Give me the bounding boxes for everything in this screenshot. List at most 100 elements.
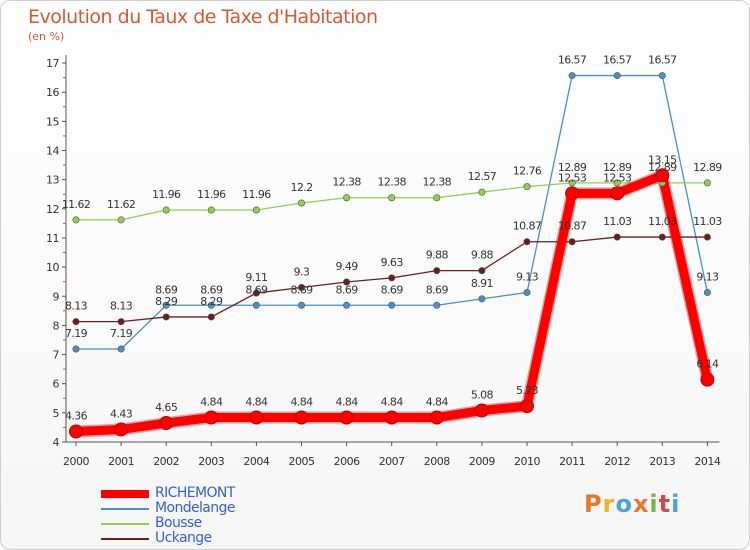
data-point	[565, 186, 580, 201]
data-label: 9.88	[471, 249, 494, 262]
data-point	[658, 72, 666, 80]
data-point	[114, 422, 129, 437]
data-point	[478, 267, 486, 275]
x-tick-label: 2000	[63, 455, 89, 468]
data-point	[297, 301, 305, 309]
data-point	[433, 194, 441, 202]
data-point	[72, 216, 80, 224]
x-tick-label: 2013	[649, 455, 675, 468]
data-label: 8.29	[155, 295, 178, 308]
data-label: 12.53	[558, 171, 587, 184]
data-label: 8.91	[471, 277, 493, 290]
y-tick-label: 15	[46, 115, 59, 128]
y-tick-label: 11	[46, 232, 59, 245]
data-label: 11.96	[197, 188, 226, 201]
logo-letter: i	[671, 490, 681, 518]
y-tick-label: 4	[53, 436, 60, 449]
data-label: 12.2	[290, 181, 312, 194]
data-label: 10.87	[513, 220, 542, 233]
data-label: 4.84	[245, 396, 268, 409]
chart-unit: (en %)	[28, 30, 65, 43]
y-tick-label: 13	[46, 174, 59, 187]
legend-label: Uckange	[155, 530, 212, 546]
data-label: 12.89	[693, 161, 722, 174]
data-point	[249, 410, 264, 425]
legend-swatch	[101, 508, 149, 510]
data-point	[162, 301, 170, 309]
y-tick-label: 8	[53, 319, 60, 332]
data-point	[207, 206, 215, 214]
chart-title: Evolution du Taux de Taxe d'Habitation	[28, 6, 378, 28]
logo-letter: P	[584, 490, 603, 518]
data-label: 16.57	[558, 54, 587, 67]
legend-label: RICHEMONT	[155, 485, 235, 501]
data-point	[568, 238, 576, 246]
data-point	[388, 301, 396, 309]
data-label: 16.57	[648, 54, 677, 67]
data-point	[204, 410, 219, 425]
x-tick-label: 2005	[289, 455, 315, 468]
data-label: 12.89	[558, 161, 587, 174]
y-tick-label: 16	[46, 86, 59, 99]
data-point	[610, 186, 625, 201]
data-label: 4.84	[426, 396, 449, 409]
data-label: 8.69	[426, 283, 449, 296]
data-point	[294, 410, 309, 425]
data-point	[700, 372, 715, 387]
y-tick-label: 9	[53, 290, 60, 303]
data-label: 8.69	[381, 283, 404, 296]
data-label: 9.3	[294, 266, 310, 279]
x-tick-label: 2007	[379, 455, 405, 468]
legend-swatch	[101, 490, 149, 498]
axes: 4 5 6 7 8 9 10 11 12 13 14 15 16 17 2000 2001 2002 2003 20…	[46, 55, 721, 468]
data-label: 12.38	[377, 176, 406, 189]
data-label: 9.49	[336, 260, 359, 273]
logo-letter: o	[615, 490, 633, 518]
data-label: 9.63	[381, 256, 404, 269]
data-label: 11.96	[242, 188, 271, 201]
y-tick-label: 12	[46, 203, 59, 216]
x-tick-label: 2002	[153, 455, 179, 468]
data-label: 9.88	[426, 249, 449, 262]
data-label: 9.13	[696, 270, 719, 283]
data-label: 11.62	[62, 198, 91, 211]
data-point	[703, 288, 711, 296]
series-lines	[70, 74, 714, 438]
data-point	[339, 410, 354, 425]
data-label: 12.89	[603, 161, 632, 174]
data-point	[297, 199, 305, 207]
y-tick-label: 14	[46, 145, 59, 158]
logo-letter: i	[649, 490, 659, 518]
data-label: 12.76	[513, 165, 542, 178]
data-label: 4.84	[336, 396, 359, 409]
data-label: 6.14	[696, 358, 719, 371]
data-label: 12.57	[468, 170, 497, 183]
data-point	[478, 188, 486, 196]
data-point	[252, 206, 260, 214]
data-label: 9.13	[516, 270, 539, 283]
legend-swatch	[101, 538, 149, 540]
data-label: 16.57	[603, 54, 632, 67]
legend-label: Bousse	[155, 515, 202, 531]
data-label: 9.11	[245, 271, 267, 284]
data-label: 8.69	[336, 283, 359, 296]
logo-letter: r	[602, 490, 616, 518]
logo-letter: x	[632, 490, 650, 518]
data-label: 8.69	[200, 283, 223, 296]
data-label: 8.13	[110, 300, 133, 313]
proxiti-logo: Proxiti	[584, 490, 680, 518]
data-labels: 4.36 4.43 4.65 4.84 4.84 4.84 4.84 4.84 4.84 5.08…	[62, 54, 723, 423]
y-tick-label: 6	[53, 378, 60, 391]
data-point	[343, 278, 351, 286]
data-point	[478, 295, 486, 303]
data-point	[568, 72, 576, 80]
data-point	[520, 399, 534, 414]
data-label: 4.84	[290, 396, 313, 409]
data-point	[433, 301, 441, 309]
data-point	[429, 410, 444, 425]
data-label: 8.13	[65, 300, 88, 313]
x-tick-label: 2010	[514, 455, 540, 468]
data-point	[568, 179, 576, 187]
data-label: 4.43	[110, 407, 133, 420]
